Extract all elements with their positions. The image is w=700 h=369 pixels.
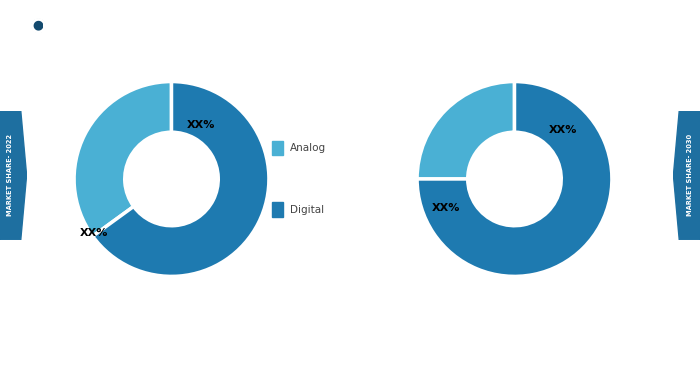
Text: Digital: Digital [290, 205, 324, 215]
Text: US$ XX Million: US$ XX Million [304, 330, 395, 343]
Polygon shape [673, 111, 700, 240]
Text: CAGR (2022-2030): CAGR (2022-2030) [526, 332, 604, 341]
Bar [272, 202, 284, 217]
Text: MARKET SHARE- 2030: MARKET SHARE- 2030 [687, 134, 693, 216]
Text: Analog: Analog [290, 143, 326, 153]
Bar [33, 311, 38, 361]
Text: XX%: XX% [549, 125, 578, 135]
Wedge shape [417, 82, 612, 276]
Bar [11, 343, 16, 361]
Wedge shape [417, 82, 514, 179]
Polygon shape [32, 20, 45, 32]
Text: MARKET SHARE- 2022: MARKET SHARE- 2022 [7, 134, 13, 216]
Bar [18, 334, 23, 361]
Polygon shape [0, 111, 27, 240]
Text: XX%: XX% [186, 120, 215, 130]
Text: XX%: XX% [432, 203, 461, 213]
Wedge shape [92, 82, 269, 276]
Text: XX%: XX% [611, 327, 668, 347]
Text: Incremental Growth- Digital: Incremental Growth- Digital [58, 332, 203, 342]
Bar [25, 323, 31, 361]
Text: XX%: XX% [79, 228, 108, 238]
Text: MARKET BY TECHNOLOGY: MARKET BY TECHNOLOGY [95, 17, 395, 37]
Bar [272, 141, 284, 155]
Wedge shape [74, 82, 172, 236]
